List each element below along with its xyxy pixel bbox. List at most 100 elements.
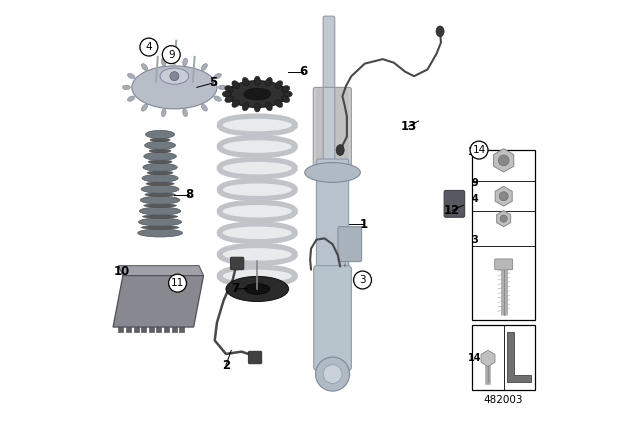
- FancyBboxPatch shape: [316, 87, 349, 172]
- Ellipse shape: [127, 96, 135, 101]
- Circle shape: [140, 38, 158, 56]
- Ellipse shape: [122, 85, 131, 90]
- Ellipse shape: [223, 119, 292, 131]
- Text: 9: 9: [168, 50, 175, 60]
- Text: 5: 5: [209, 76, 218, 90]
- Ellipse shape: [143, 204, 177, 207]
- Ellipse shape: [143, 163, 177, 171]
- Ellipse shape: [201, 104, 207, 111]
- Ellipse shape: [141, 64, 148, 70]
- Ellipse shape: [143, 215, 178, 218]
- FancyBboxPatch shape: [316, 87, 348, 172]
- Ellipse shape: [182, 58, 188, 66]
- Polygon shape: [113, 276, 204, 327]
- Ellipse shape: [223, 270, 292, 282]
- Ellipse shape: [232, 100, 239, 108]
- Bar: [472, 150, 535, 320]
- Text: 10: 10: [114, 264, 130, 278]
- Ellipse shape: [281, 96, 290, 103]
- Ellipse shape: [223, 205, 292, 218]
- Text: 13: 13: [401, 120, 417, 133]
- FancyBboxPatch shape: [315, 87, 350, 172]
- Ellipse shape: [141, 104, 148, 111]
- Ellipse shape: [161, 58, 166, 66]
- Circle shape: [316, 357, 349, 391]
- Ellipse shape: [232, 81, 239, 88]
- Text: 8: 8: [185, 188, 193, 202]
- FancyBboxPatch shape: [444, 190, 465, 217]
- Circle shape: [499, 192, 508, 201]
- Ellipse shape: [182, 109, 188, 116]
- Text: 1: 1: [360, 217, 368, 231]
- Ellipse shape: [138, 218, 182, 226]
- Circle shape: [168, 274, 186, 292]
- FancyBboxPatch shape: [314, 87, 351, 172]
- Polygon shape: [179, 327, 184, 332]
- Ellipse shape: [201, 64, 207, 70]
- FancyBboxPatch shape: [495, 259, 513, 270]
- Ellipse shape: [147, 171, 173, 175]
- Polygon shape: [149, 327, 154, 332]
- Ellipse shape: [266, 102, 272, 111]
- Ellipse shape: [243, 102, 249, 111]
- Ellipse shape: [436, 26, 444, 37]
- Ellipse shape: [266, 78, 272, 86]
- Ellipse shape: [148, 160, 172, 164]
- Ellipse shape: [226, 276, 289, 302]
- Polygon shape: [157, 327, 161, 332]
- Polygon shape: [141, 327, 146, 332]
- Ellipse shape: [254, 103, 260, 112]
- Ellipse shape: [138, 229, 182, 237]
- Circle shape: [170, 72, 179, 81]
- Ellipse shape: [243, 78, 249, 86]
- Ellipse shape: [140, 196, 180, 204]
- Circle shape: [499, 155, 509, 166]
- Text: 7: 7: [232, 282, 240, 296]
- Ellipse shape: [275, 81, 283, 88]
- Ellipse shape: [227, 81, 288, 108]
- FancyBboxPatch shape: [323, 16, 335, 208]
- Ellipse shape: [223, 248, 292, 261]
- Polygon shape: [172, 327, 177, 332]
- Ellipse shape: [146, 182, 174, 185]
- Ellipse shape: [244, 284, 270, 294]
- Ellipse shape: [160, 68, 189, 84]
- Ellipse shape: [132, 66, 217, 109]
- FancyBboxPatch shape: [338, 227, 362, 262]
- Text: 11: 11: [468, 147, 481, 157]
- Ellipse shape: [222, 91, 231, 97]
- Polygon shape: [118, 327, 124, 332]
- FancyBboxPatch shape: [230, 257, 244, 270]
- Polygon shape: [126, 327, 131, 332]
- Ellipse shape: [214, 96, 221, 101]
- Ellipse shape: [275, 100, 283, 108]
- Ellipse shape: [141, 185, 179, 193]
- Ellipse shape: [223, 227, 292, 239]
- Ellipse shape: [145, 130, 175, 138]
- FancyBboxPatch shape: [248, 351, 262, 364]
- Ellipse shape: [141, 226, 179, 229]
- Text: 6: 6: [299, 65, 307, 78]
- Circle shape: [163, 46, 180, 64]
- Ellipse shape: [127, 73, 135, 79]
- Ellipse shape: [149, 149, 171, 153]
- Ellipse shape: [223, 162, 292, 174]
- Text: 3: 3: [471, 235, 478, 245]
- Ellipse shape: [144, 152, 177, 160]
- Circle shape: [500, 215, 508, 222]
- FancyBboxPatch shape: [315, 87, 349, 172]
- Ellipse shape: [284, 91, 292, 97]
- Ellipse shape: [223, 140, 292, 153]
- Text: 3: 3: [359, 275, 366, 285]
- Ellipse shape: [225, 86, 234, 92]
- Ellipse shape: [223, 183, 292, 196]
- Ellipse shape: [145, 141, 175, 149]
- Ellipse shape: [214, 73, 221, 79]
- Ellipse shape: [142, 174, 178, 182]
- FancyBboxPatch shape: [316, 87, 349, 172]
- Ellipse shape: [161, 109, 166, 116]
- Text: 2: 2: [222, 358, 230, 372]
- FancyBboxPatch shape: [314, 87, 351, 172]
- Ellipse shape: [218, 85, 227, 90]
- Ellipse shape: [244, 88, 271, 100]
